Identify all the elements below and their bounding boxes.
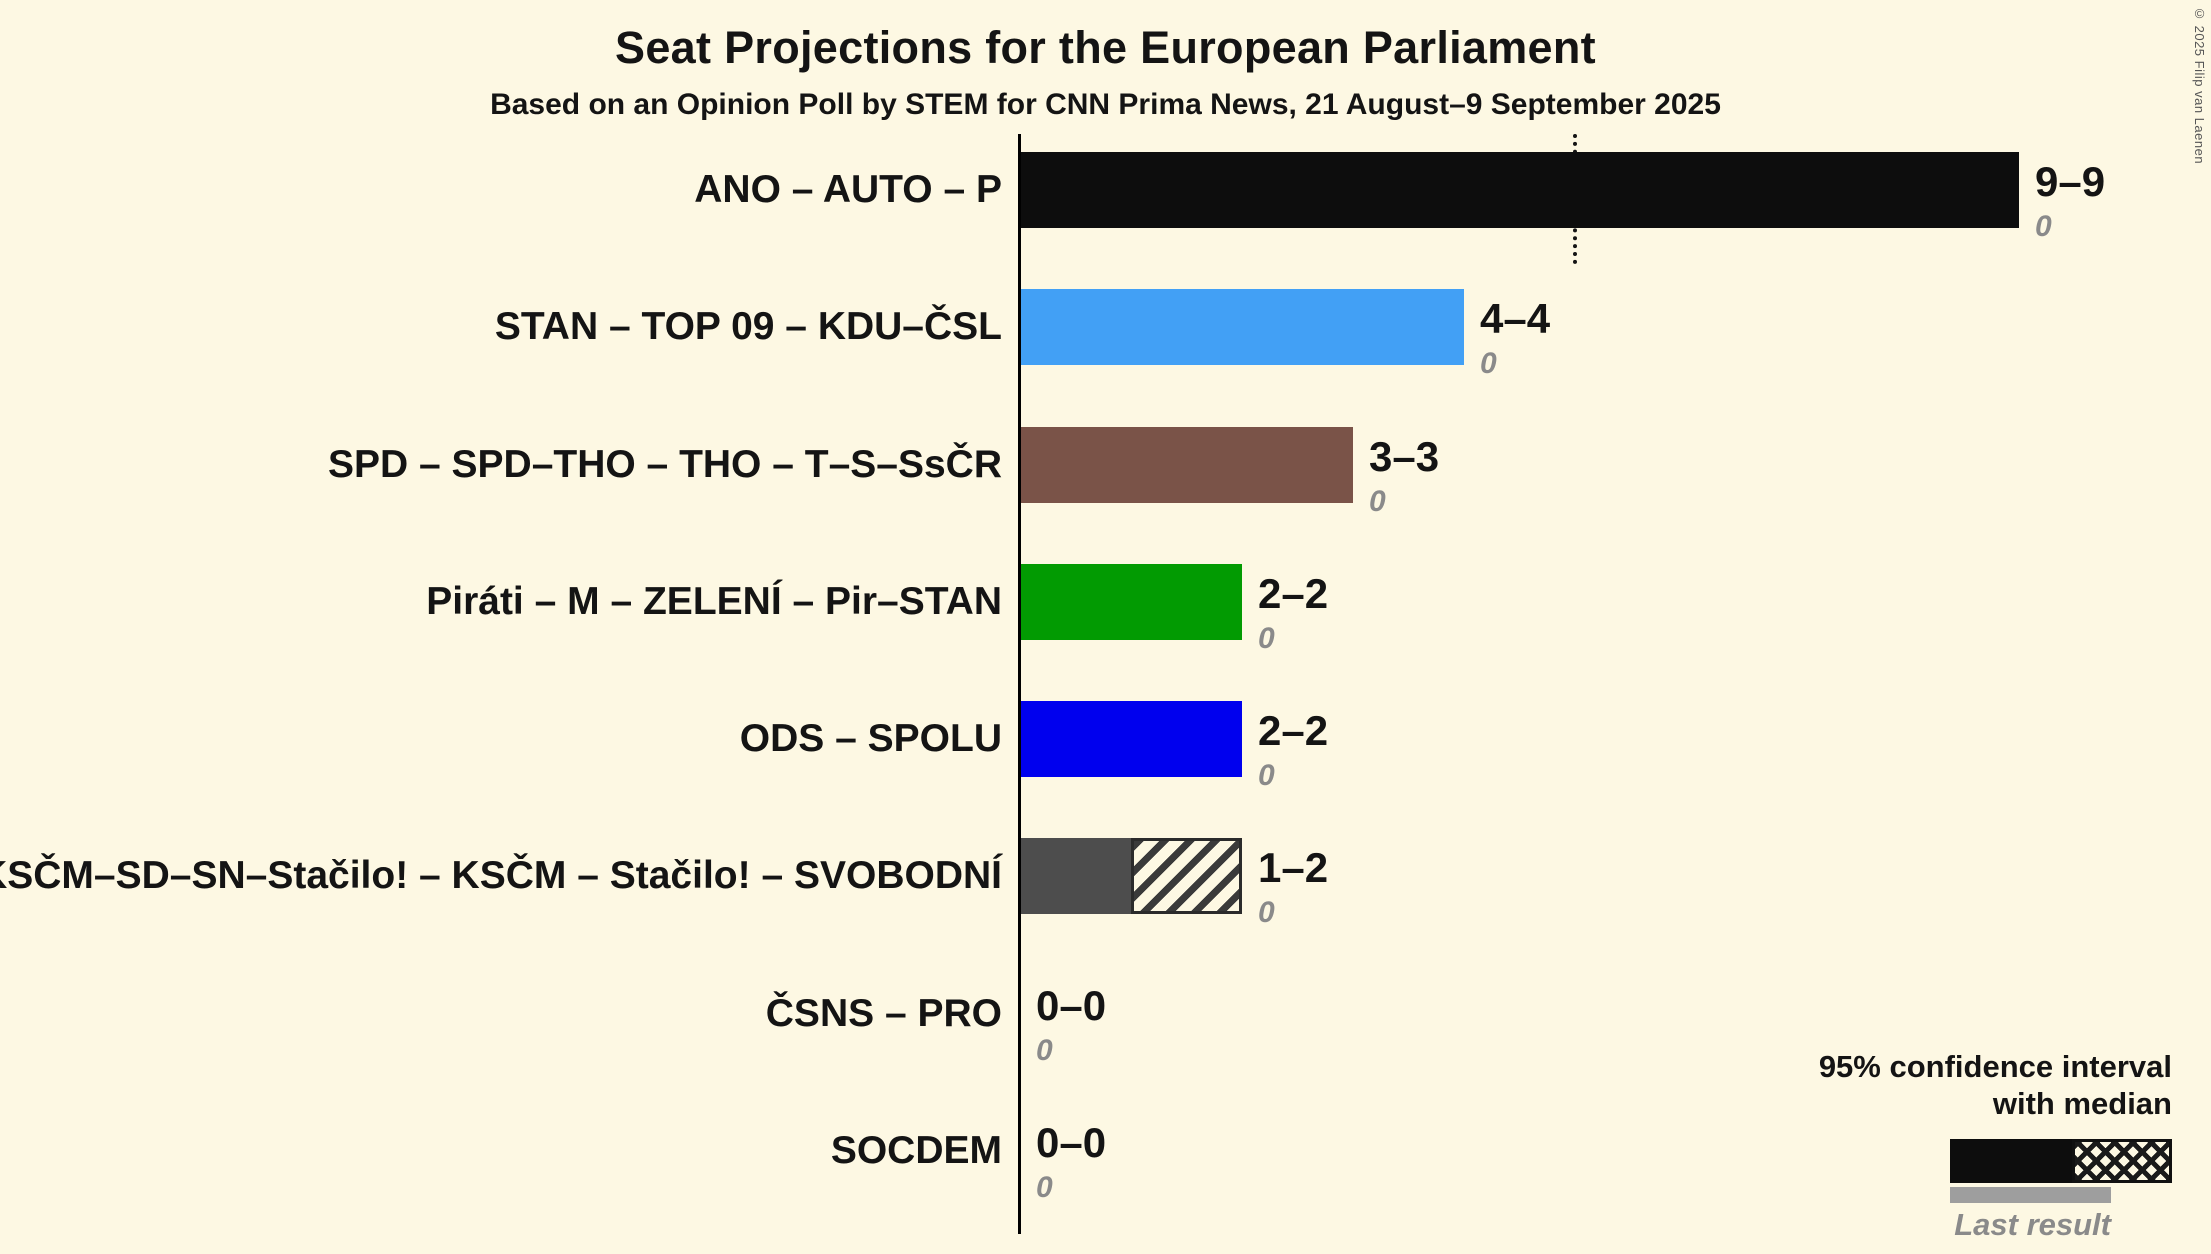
seat-bar-median (1020, 427, 1353, 503)
axis-line (1018, 134, 1021, 1234)
last-result-value: 0 (1258, 896, 1275, 929)
party-label: SOCDEM (830, 1129, 1002, 1172)
legend-median-swatch (1950, 1139, 2072, 1183)
seat-range-label: 4–4 (1480, 295, 1551, 342)
chart-row: ČSNS – PRO 0–0 0 (0, 958, 2211, 1095)
chart-area: ANO – AUTO – P 9–9 0 STAN – TOP 09 – KDU–ČS… (0, 134, 2211, 1244)
seat-bar-median (1020, 289, 1464, 365)
seat-range-label: 2–2 (1258, 570, 1329, 617)
legend-last-result-swatch (1950, 1187, 2111, 1203)
seat-bar-median (1020, 564, 1242, 640)
chart-subtitle: Based on an Opinion Poll by STEM for CNN… (490, 88, 1721, 121)
party-label: ODS – SPOLU (739, 717, 1002, 760)
chart-row: KSČM–SD–SN–Stačilo! – KSČM – Stačilo! – … (0, 820, 2211, 957)
party-label: STAN – TOP 09 – KDU–ČSL (494, 305, 1002, 348)
seat-bar-median (1020, 152, 2019, 228)
chart-row: SPD – SPD–THO – THO – T–S–SsČR 3–3 0 (0, 409, 2211, 546)
copyright-notice: © 2025 Filip van Laenen (2192, 6, 2207, 165)
party-label: Piráti – M – ZELENÍ – Pir–STAN (426, 580, 1002, 623)
seat-bar-median (1020, 838, 1131, 914)
legend-ci-line1: 95% confidence interval (1818, 1049, 2172, 1084)
last-result-value: 0 (1480, 347, 1497, 380)
seat-bar-median (1020, 701, 1242, 777)
legend-ci-swatch (2072, 1139, 2172, 1183)
chart-title: Seat Projections for the European Parlia… (615, 22, 1596, 73)
seat-bar-confidence-interval (1131, 838, 1242, 914)
chart-row: ANO – AUTO – P 9–9 0 (0, 134, 2211, 271)
chart-row: STAN – TOP 09 – KDU–ČSL 4–4 0 (0, 271, 2211, 408)
seat-range-label: 0–0 (1036, 982, 1107, 1029)
last-result-value: 0 (1258, 622, 1275, 655)
seat-range-label: 1–2 (1258, 844, 1329, 891)
chart-row: Piráti – M – ZELENÍ – Pir–STAN 2–2 0 (0, 546, 2211, 683)
party-label: SPD – SPD–THO – THO – T–S–SsČR (327, 443, 1002, 486)
legend-last-result-label: Last result (1954, 1207, 2111, 1242)
legend-ci-bar (1950, 1139, 2172, 1183)
last-result-value: 0 (1258, 759, 1275, 792)
seat-range-label: 9–9 (2035, 158, 2106, 205)
party-label: ČSNS – PRO (765, 992, 1002, 1035)
last-result-value: 0 (2035, 210, 2052, 243)
legend-ci-label: 95% confidence interval with median (1819, 1048, 2172, 1122)
chart-row: ODS – SPOLU 2–2 0 (0, 683, 2211, 820)
seat-range-label: 3–3 (1369, 433, 1440, 480)
last-result-value: 0 (1036, 1171, 1053, 1204)
last-result-value: 0 (1036, 1034, 1053, 1067)
party-label: KSČM–SD–SN–Stačilo! – KSČM – Stačilo! – … (0, 854, 1002, 897)
chart-row: SOCDEM 0–0 0 (0, 1095, 2211, 1232)
seat-range-label: 0–0 (1036, 1119, 1107, 1166)
last-result-value: 0 (1369, 485, 1386, 518)
legend-ci-line2: with median (1992, 1086, 2172, 1121)
party-label: ANO – AUTO – P (694, 168, 1002, 211)
seat-range-label: 2–2 (1258, 707, 1329, 754)
